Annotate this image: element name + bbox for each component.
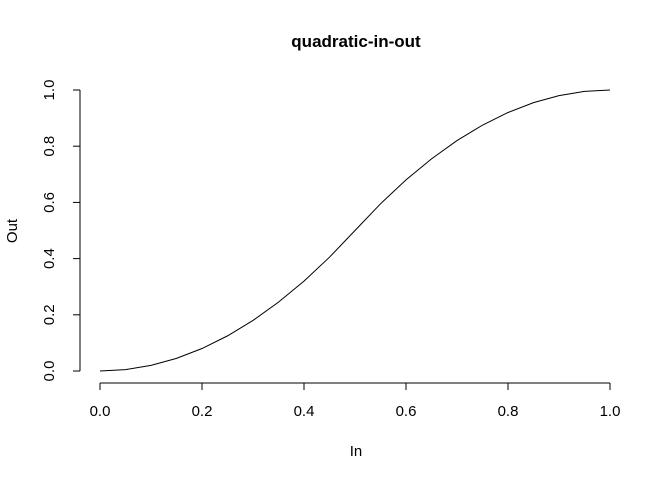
y-axis-label: Out <box>4 218 21 243</box>
x-tick-label: 0.4 <box>294 403 315 420</box>
y-tick-label: 0.2 <box>41 304 58 325</box>
x-axis: 0.0 0.2 0.4 0.6 0.8 1.0 <box>90 382 621 420</box>
x-tick-label: 0.0 <box>90 403 111 420</box>
series-line-0 <box>99 89 611 372</box>
y-axis: 0.0 0.2 0.4 0.6 0.8 1.0 <box>41 80 81 382</box>
x-tick-label: 0.8 <box>498 403 519 420</box>
y-tick-label: 1.0 <box>41 80 58 101</box>
x-tick-label: 0.2 <box>192 403 213 420</box>
series-layer <box>99 89 611 372</box>
x-axis-label: In <box>350 443 363 460</box>
y-tick-label: 0.4 <box>41 248 58 269</box>
x-tick-label: 1.0 <box>600 403 621 420</box>
y-tick-label: 0.0 <box>41 361 58 382</box>
y-tick-label: 0.8 <box>41 136 58 157</box>
y-tick-label: 0.6 <box>41 192 58 213</box>
x-tick-label: 0.6 <box>396 403 417 420</box>
chart-title: quadratic-in-out <box>291 32 421 51</box>
